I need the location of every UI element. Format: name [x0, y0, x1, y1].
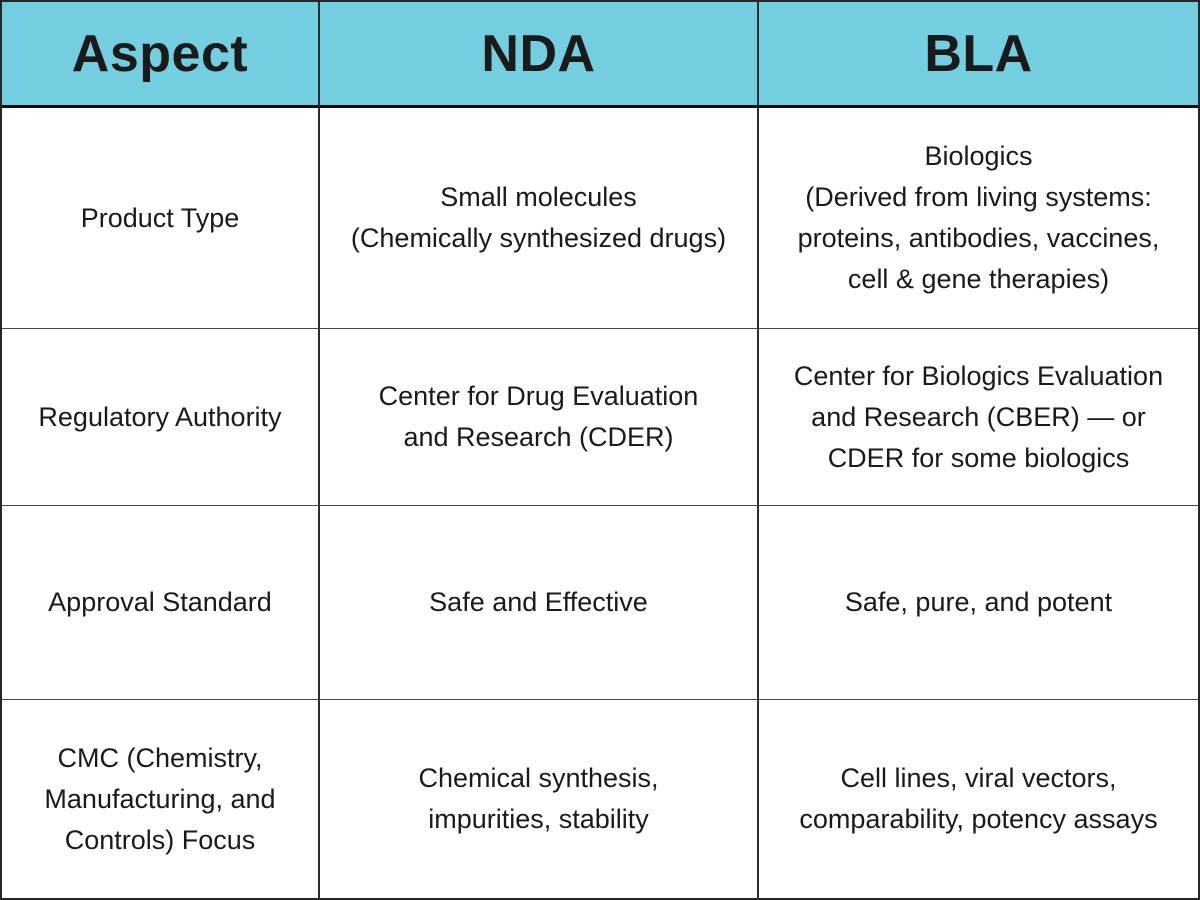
row-regulatory-authority-nda: Center for Drug Evaluation and Research … [320, 329, 759, 506]
row-approval-standard-aspect: Approval Standard [2, 506, 320, 700]
row-cmc-focus-nda: Chemical synthesis, impurities, stabilit… [320, 700, 759, 898]
header-cell-aspect: Aspect [2, 2, 320, 108]
row-product-type-aspect: Product Type [2, 108, 320, 329]
row-product-type-bla: Biologics (Derived from living systems: … [759, 108, 1198, 329]
header-cell-bla: BLA [759, 2, 1198, 108]
row-approval-standard-bla: Safe, pure, and potent [759, 506, 1198, 700]
row-regulatory-authority-bla: Center for Biologics Evaluation and Rese… [759, 329, 1198, 506]
row-cmc-focus-aspect: CMC (Chemistry, Manufacturing, and Contr… [2, 700, 320, 898]
row-cmc-focus-bla: Cell lines, viral vectors, comparability… [759, 700, 1198, 898]
row-regulatory-authority-aspect: Regulatory Authority [2, 329, 320, 506]
row-product-type-nda: Small molecules (Chemically synthesized … [320, 108, 759, 329]
row-approval-standard-nda: Safe and Effective [320, 506, 759, 700]
header-cell-nda: NDA [320, 2, 759, 108]
